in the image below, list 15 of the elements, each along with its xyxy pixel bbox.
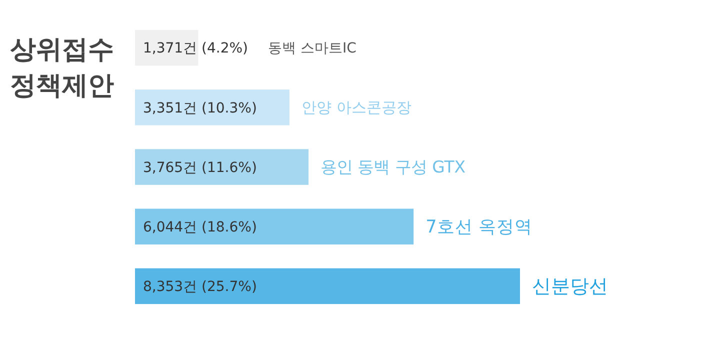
y-tick-label: 용인 동백 구성 GTX (320, 158, 466, 177)
data-label: 3,765건 (11.6%) (143, 160, 257, 176)
y-tick-label: 동백 스마트IC (268, 40, 357, 57)
text: 상위접수 정책제안 (10, 35, 114, 101)
y-tick-label: 신분당선 (532, 276, 608, 298)
data-label: 8,353건 (25.7%) (143, 279, 257, 296)
data-label: 6,044건 (18.6%) (143, 219, 257, 236)
bar (135, 90, 290, 126)
data-label: 3,351건 (10.3%) (143, 100, 257, 116)
bar (135, 208, 414, 244)
data-label: 1,371건 (4.2%) (143, 40, 248, 57)
y-tick-label: 7호선 옥정역 (426, 218, 532, 238)
y-tick-label: 안양 아스콘공장 (301, 98, 412, 117)
bar (135, 149, 309, 185)
bar (135, 268, 520, 304)
